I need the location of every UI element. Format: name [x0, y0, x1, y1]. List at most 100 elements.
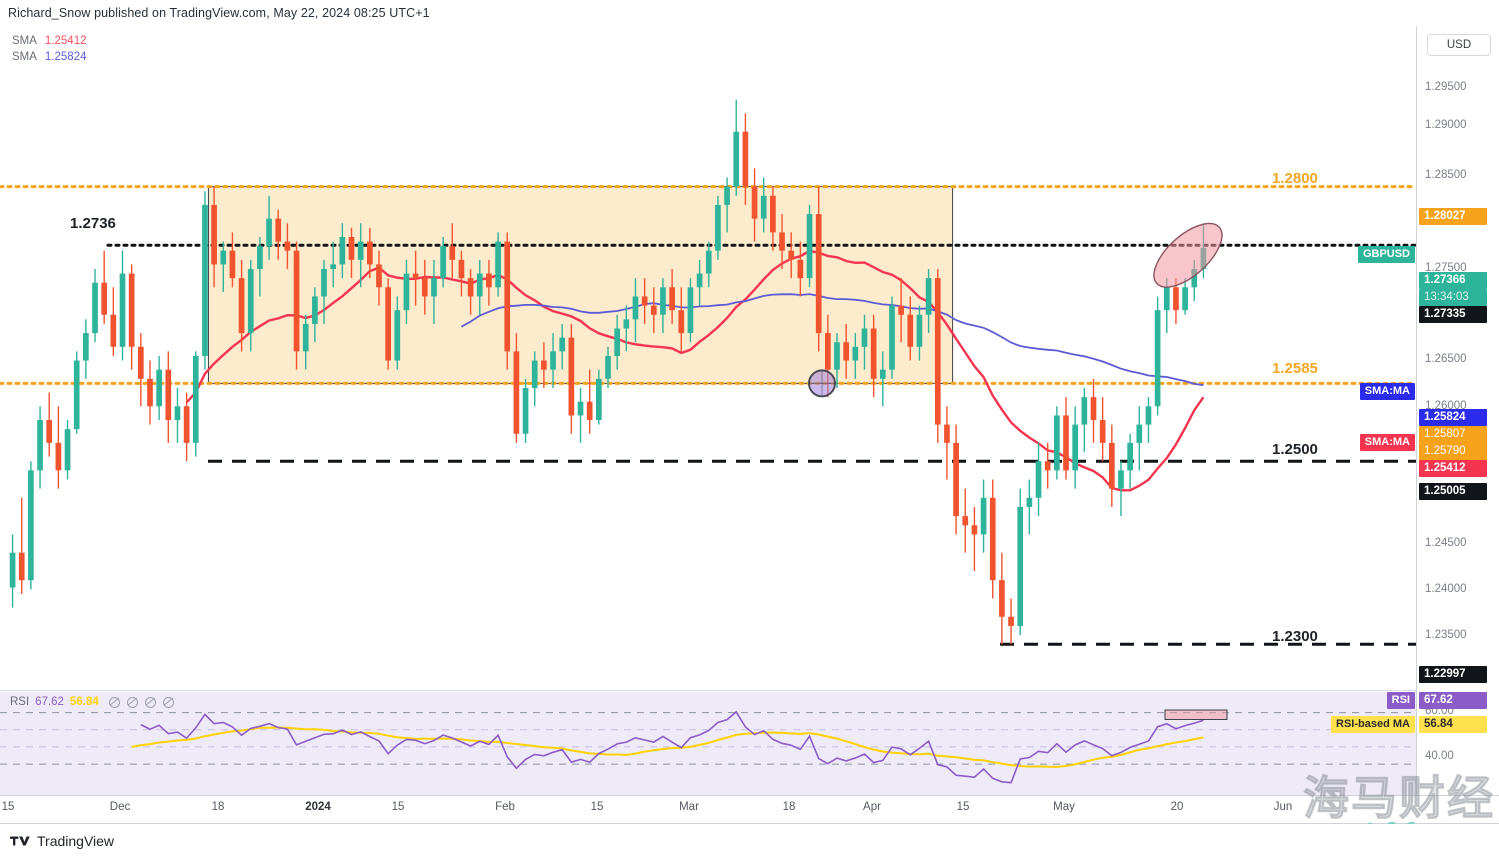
candle-body	[669, 287, 675, 311]
price-tick: 1.26500	[1425, 353, 1467, 365]
candle-body	[192, 355, 199, 443]
eye-off-icon[interactable]	[126, 696, 138, 708]
time-axis[interactable]: 15 Dec 18 2024 15 Feb 15 Mar 18 Apr 15 May 20 Jun	[0, 796, 1499, 824]
range-rectangle[interactable]	[207, 186, 954, 384]
candle-body	[37, 420, 43, 471]
candle-body	[788, 250, 795, 260]
price-tick: 1.29500	[1425, 81, 1467, 93]
candle-body	[559, 337, 566, 352]
candle-body	[568, 337, 575, 416]
legend-row-sma-fast[interactable]: SMA 1.25412	[12, 33, 87, 49]
candle-body	[101, 282, 108, 315]
time-tick: 15	[956, 801, 970, 813]
time-tick: 15	[1, 801, 15, 813]
legend-row-sma-slow[interactable]: SMA 1.25824	[12, 49, 87, 65]
legend-value: 1.25824	[44, 51, 87, 63]
ellipse-shape	[1153, 222, 1223, 288]
candle-body	[293, 250, 300, 352]
candles	[9, 99, 1207, 645]
candle-body	[247, 268, 254, 334]
eye-off-icon[interactable]	[162, 696, 174, 708]
candle-body	[183, 406, 190, 443]
candle-body	[440, 246, 446, 279]
candle-body	[705, 250, 712, 274]
candle-body	[925, 278, 932, 315]
rsi-pane[interactable]	[0, 692, 1416, 795]
candle-body	[1026, 497, 1033, 507]
candle-body	[431, 278, 437, 297]
candle-body	[687, 287, 694, 334]
candle-body	[339, 236, 346, 265]
candle-body	[751, 186, 758, 219]
time-tick: 15	[590, 801, 604, 813]
candle-body	[513, 351, 520, 434]
time-tick: 20	[1170, 801, 1184, 813]
candle-body	[202, 204, 208, 356]
candle-body	[229, 250, 236, 279]
rsi-ma-line	[131, 726, 1204, 768]
candle-body	[999, 580, 1005, 617]
candle-body	[577, 401, 584, 416]
candle-body	[403, 273, 410, 311]
candle-body	[412, 273, 419, 279]
series-badge: SMA:MA	[1359, 434, 1415, 451]
candle-body	[238, 278, 245, 334]
candle-body	[421, 278, 428, 297]
candle-body	[962, 516, 969, 526]
candle-body	[733, 131, 740, 187]
candle-body	[156, 369, 162, 407]
candle-body	[174, 406, 181, 421]
watermark-chinese: 海马财经	[1303, 771, 1495, 826]
axis-separator	[1416, 26, 1417, 795]
candle-body	[284, 241, 291, 251]
level-label: 1.2736	[70, 215, 116, 232]
eye-off-icon[interactable]	[108, 696, 120, 708]
rsi-legend-icons[interactable]	[108, 696, 174, 708]
time-tick: Mar	[679, 801, 699, 813]
candle-body	[1182, 287, 1188, 311]
pane-separator[interactable]	[0, 690, 1416, 691]
candle-body	[980, 497, 987, 535]
price-tag: 1.25790	[1419, 443, 1487, 460]
candle-body	[989, 497, 996, 581]
candle-body	[211, 204, 217, 265]
price-tag: 1.22997	[1419, 666, 1487, 683]
candle-body	[330, 264, 337, 269]
candle-body	[83, 333, 89, 361]
candle-body	[302, 323, 309, 352]
candle-body	[770, 195, 776, 233]
sma-slow-line	[460, 293, 1204, 386]
candle-body	[495, 241, 501, 288]
candle-body	[944, 424, 950, 443]
candle-body	[46, 420, 53, 443]
candle-body	[779, 232, 785, 251]
price-pane[interactable]	[0, 26, 1416, 690]
candle-body	[137, 346, 144, 379]
rsi-highlight-box[interactable]	[1164, 709, 1228, 720]
footer: TradingView	[0, 824, 1499, 857]
candle-body	[907, 314, 914, 347]
candle-body	[934, 278, 941, 425]
circle-annotation[interactable]	[808, 369, 836, 398]
candle-body	[9, 552, 16, 588]
candle-body	[18, 552, 25, 581]
candle-body	[394, 310, 401, 361]
candle-body	[632, 296, 639, 320]
price-tick: 1.29000	[1425, 119, 1467, 131]
candle-body	[476, 273, 483, 297]
eye-off-icon[interactable]	[144, 696, 156, 708]
tradingview-logo[interactable]: TradingView	[0, 833, 114, 849]
price-tag: 1.28027	[1419, 208, 1487, 225]
candle-body	[834, 342, 840, 370]
publication-bar: Richard_Snow published on TradingView.co…	[0, 0, 1499, 27]
series-badge: RSI	[1386, 692, 1415, 709]
candle-body	[541, 360, 547, 370]
rsi-value-tag: 56.84	[1419, 716, 1487, 733]
ellipse-annotation[interactable]	[1143, 212, 1232, 298]
price-tick: 1.27500	[1425, 262, 1467, 274]
price-axis[interactable]: USD 1.29500 1.29000 1.28500 1.27500 1.26500 1…	[1417, 26, 1499, 795]
candle-body	[147, 378, 153, 407]
candle-body	[825, 333, 831, 370]
price-tick: 1.24500	[1425, 537, 1467, 549]
currency-chip[interactable]: USD	[1427, 34, 1491, 56]
